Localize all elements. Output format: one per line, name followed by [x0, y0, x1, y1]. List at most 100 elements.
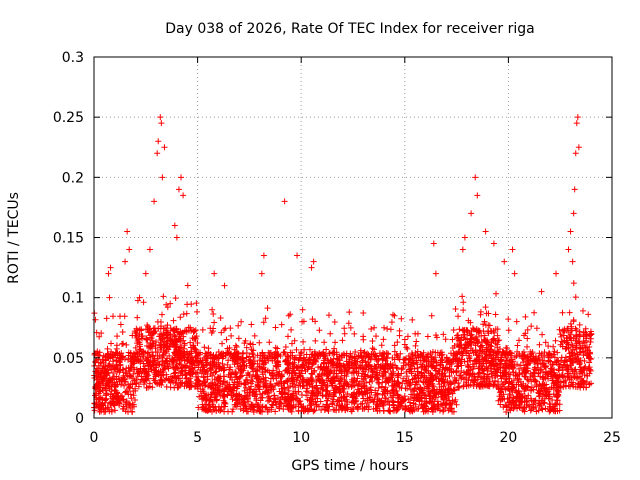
data-point — [452, 396, 459, 403]
data-point — [308, 264, 315, 271]
data-point — [442, 392, 449, 399]
data-point — [269, 357, 276, 364]
data-point — [217, 406, 224, 413]
data-point — [374, 357, 381, 364]
data-point — [412, 372, 419, 379]
data-point — [519, 407, 526, 414]
data-point — [295, 407, 302, 414]
data-point — [461, 369, 468, 376]
data-point — [145, 372, 152, 379]
data-point — [567, 228, 574, 235]
data-point — [320, 379, 327, 386]
data-point — [456, 344, 463, 351]
data-point — [93, 350, 100, 357]
data-point — [559, 364, 566, 371]
data-point — [352, 349, 359, 356]
data-point — [553, 270, 560, 277]
data-point — [440, 331, 447, 338]
data-point — [413, 359, 420, 366]
data-point — [543, 388, 550, 395]
data-point — [151, 356, 158, 363]
data-point — [173, 234, 180, 241]
data-point — [140, 360, 147, 367]
data-point — [293, 354, 300, 361]
data-point — [551, 348, 558, 355]
data-point — [576, 321, 583, 328]
data-point — [559, 309, 566, 316]
data-point — [378, 342, 385, 349]
data-point — [129, 332, 136, 339]
data-point — [573, 333, 580, 340]
data-point — [485, 380, 492, 387]
x-tick-label: 15 — [396, 430, 414, 446]
data-point — [390, 399, 397, 406]
data-point — [403, 405, 410, 412]
data-point — [262, 359, 269, 366]
data-point — [278, 321, 285, 328]
data-point — [211, 389, 218, 396]
data-point — [159, 379, 166, 386]
data-point — [533, 325, 540, 332]
data-point — [296, 355, 303, 362]
data-point — [276, 403, 283, 410]
data-point — [234, 393, 241, 400]
data-point — [537, 387, 544, 394]
data-point — [116, 359, 123, 366]
data-point — [248, 377, 255, 384]
data-point — [124, 388, 131, 395]
data-point — [483, 375, 490, 382]
data-point — [464, 335, 471, 342]
data-point — [221, 373, 228, 380]
data-point — [291, 337, 298, 344]
data-point — [429, 396, 436, 403]
data-point — [555, 367, 562, 374]
data-point — [334, 361, 341, 368]
data-point — [575, 338, 582, 345]
data-point — [187, 339, 194, 346]
data-point — [297, 373, 304, 380]
data-point — [191, 345, 198, 352]
data-point — [259, 408, 266, 415]
data-point — [356, 390, 363, 397]
data-point — [542, 384, 549, 391]
data-point — [384, 325, 391, 332]
data-point — [277, 399, 284, 406]
data-point — [380, 407, 387, 414]
data-point — [489, 336, 496, 343]
data-point — [110, 313, 117, 320]
data-point — [521, 365, 528, 372]
data-point — [107, 376, 114, 383]
data-point — [495, 397, 502, 404]
data-point — [270, 398, 277, 405]
data-point — [300, 318, 307, 325]
data-point — [370, 399, 377, 406]
data-point — [242, 384, 249, 391]
data-point — [119, 354, 126, 361]
data-point — [485, 346, 492, 353]
data-point — [168, 337, 175, 344]
data-point — [233, 396, 240, 403]
data-point — [157, 114, 164, 121]
data-point — [194, 339, 201, 346]
data-point — [546, 386, 553, 393]
data-point — [123, 398, 130, 405]
data-point — [341, 330, 348, 337]
data-point — [531, 378, 538, 385]
data-point — [228, 332, 235, 339]
data-point — [181, 342, 188, 349]
data-point — [508, 361, 515, 368]
data-point — [549, 361, 556, 368]
data-point — [433, 334, 440, 341]
data-point — [490, 360, 497, 367]
data-point — [318, 406, 325, 413]
data-point — [546, 350, 553, 357]
data-point — [492, 311, 499, 318]
data-point — [103, 315, 110, 322]
data-point — [208, 384, 215, 391]
data-point — [177, 314, 184, 321]
data-point — [172, 351, 179, 358]
data-point — [119, 396, 126, 403]
data-point — [391, 348, 398, 355]
data-point — [516, 365, 523, 372]
data-point — [157, 325, 164, 332]
